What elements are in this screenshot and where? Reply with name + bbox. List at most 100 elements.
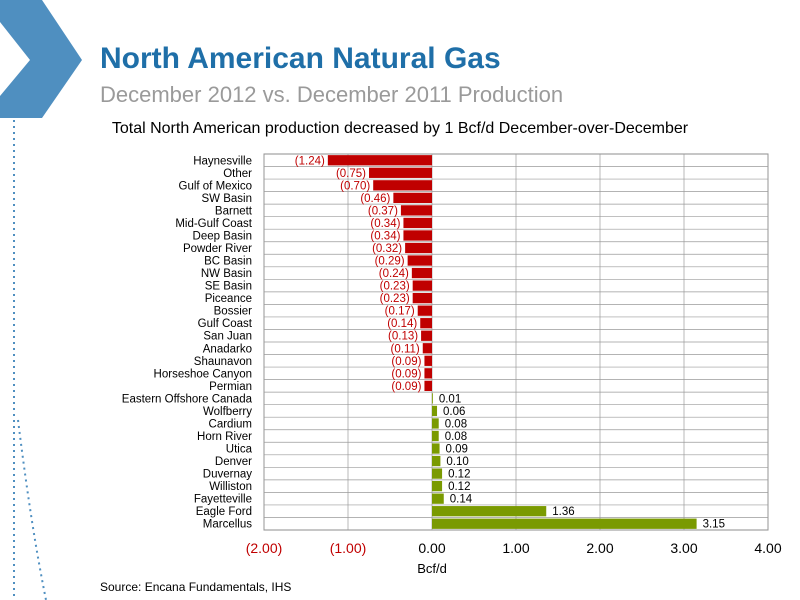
data-label: (0.24)	[379, 268, 409, 280]
data-label: (1.24)	[295, 155, 325, 167]
category-label: Gulf of Mexico	[179, 180, 253, 192]
data-label: 0.01	[439, 393, 461, 405]
category-label: San Juan	[203, 331, 252, 343]
bar	[432, 405, 438, 417]
bar	[432, 455, 441, 467]
data-label: 0.09	[446, 444, 468, 456]
category-label: SW Basin	[202, 193, 253, 205]
category-label: Bossier	[214, 306, 253, 318]
data-label: (0.11)	[391, 343, 420, 355]
data-label: (0.34)	[370, 218, 400, 230]
dotted-curve	[17, 419, 47, 600]
data-label: (0.13)	[388, 331, 418, 343]
bar	[373, 180, 432, 191]
bar	[417, 305, 432, 316]
slide-subtitle: December 2012 vs. December 2011 Producti…	[100, 82, 564, 107]
data-label: 0.12	[448, 481, 470, 493]
data-label: (0.09)	[391, 356, 421, 368]
data-label: 0.14	[450, 494, 473, 506]
category-label: Anadarko	[203, 343, 252, 355]
category-label: Duvernay	[203, 469, 252, 481]
category-label: BC Basin	[204, 256, 252, 268]
data-label: (0.29)	[375, 256, 405, 268]
category-label: Utica	[226, 444, 253, 456]
bar	[432, 443, 440, 454]
x-tick-label: 2.00	[586, 540, 613, 556]
bar	[407, 255, 432, 266]
category-label: Barnett	[215, 205, 253, 217]
data-label: 0.12	[448, 469, 470, 481]
category-label: Williston	[209, 481, 252, 493]
data-label: (0.70)	[340, 180, 370, 192]
category-label: Cardium	[209, 418, 252, 430]
data-label: (0.32)	[372, 243, 402, 255]
bar	[432, 418, 439, 429]
bar	[432, 506, 547, 517]
bar	[432, 393, 433, 404]
data-label: 0.10	[446, 456, 468, 468]
category-label: Piceance	[205, 293, 252, 305]
bar	[393, 192, 432, 204]
bar	[432, 518, 697, 529]
data-label: (0.17)	[385, 306, 415, 318]
bar	[432, 430, 439, 442]
x-axis-label: Bcf/d	[417, 561, 447, 576]
data-label: (0.09)	[391, 368, 421, 380]
data-label: (0.23)	[380, 293, 410, 305]
bar	[422, 343, 432, 354]
category-label: Horseshoe Canyon	[154, 368, 252, 380]
bar	[424, 380, 432, 392]
chevron-arrow-icon	[0, 0, 82, 118]
bar	[412, 292, 432, 304]
bar	[411, 267, 432, 279]
source-note: Source: Encana Fundamentals, IHS	[100, 580, 292, 594]
bar	[424, 368, 432, 379]
bar	[424, 355, 432, 366]
category-label: Eagle Ford	[196, 506, 252, 518]
data-label: 0.06	[443, 406, 465, 418]
category-label: Deep Basin	[193, 230, 252, 242]
x-tick-label: (1.00)	[330, 540, 367, 556]
category-label: Eastern Offshore Canada	[122, 393, 253, 405]
data-label: (0.09)	[391, 381, 421, 393]
bar	[432, 480, 443, 492]
bar	[403, 217, 432, 229]
category-label: Horn River	[197, 431, 252, 443]
bar	[327, 155, 432, 166]
data-label: (0.37)	[368, 205, 398, 217]
data-label: (0.34)	[370, 230, 400, 242]
data-label: 0.08	[445, 431, 467, 443]
bar	[405, 242, 432, 254]
category-label: Mid-Gulf Coast	[175, 218, 252, 230]
bar	[400, 205, 432, 216]
bar	[421, 330, 432, 341]
x-tick-label: 4.00	[754, 540, 781, 556]
data-label: (0.75)	[336, 168, 366, 180]
category-label: Gulf Coast	[198, 318, 253, 330]
x-tick-label: 0.00	[418, 540, 445, 556]
category-label: Powder River	[183, 243, 252, 255]
bar	[369, 167, 432, 178]
category-label: Other	[223, 168, 252, 180]
bar	[432, 468, 443, 479]
chart-title: Total North American production decrease…	[111, 120, 689, 137]
category-label: Haynesville	[193, 155, 252, 167]
category-label: Marcellus	[203, 519, 252, 531]
x-tick-label: 3.00	[670, 540, 697, 556]
category-label: Wolfberry	[203, 406, 252, 418]
data-label: 0.08	[445, 418, 467, 430]
category-label: Fayetteville	[194, 494, 252, 506]
data-label: (0.46)	[360, 193, 390, 205]
bar	[432, 493, 444, 504]
bar	[420, 318, 432, 329]
x-tick-label: 1.00	[502, 540, 529, 556]
data-label: 3.15	[703, 519, 725, 531]
bar	[403, 230, 432, 241]
category-label: Permian	[209, 381, 252, 393]
slide-title: North American Natural Gas	[100, 42, 501, 75]
data-label: (0.14)	[387, 318, 417, 330]
category-label: Denver	[215, 456, 252, 468]
x-tick-label: (2.00)	[246, 540, 283, 556]
